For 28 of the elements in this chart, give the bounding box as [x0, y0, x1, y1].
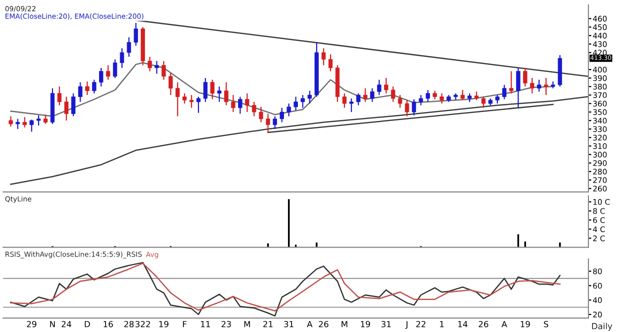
x-tick-label: 26	[318, 320, 328, 328]
x-tick-label: N	[50, 321, 55, 328]
x-tick-label: 11	[201, 321, 210, 328]
x-tick-label: 322	[136, 320, 150, 328]
x-tick-label: 24	[62, 320, 72, 328]
x-tick-label: 29	[26, 320, 36, 328]
x-tick-label: 19	[520, 320, 530, 328]
x-tick-label: 31	[381, 320, 391, 328]
x-tick-label: 22	[416, 320, 426, 328]
x-tick-label: 16	[104, 320, 113, 328]
x-tick-label: 19	[159, 320, 168, 328]
x-tick-label: A	[306, 321, 312, 328]
x-tick-label: 1	[440, 321, 444, 328]
x-tick-label: J	[405, 321, 408, 329]
x-tick-label: 23	[222, 320, 231, 328]
x-tick-label: M	[342, 321, 348, 328]
x-tick-label: M	[244, 321, 250, 328]
x-tick-label: 31	[284, 320, 294, 328]
x-tick-label: F	[182, 321, 186, 328]
x-tick-label: A	[502, 321, 508, 328]
x-tick-label: 19	[360, 320, 370, 328]
x-tick-label: S	[544, 320, 548, 328]
x-tick-label: 14	[458, 321, 468, 328]
x-tick-label: 26	[478, 320, 488, 328]
x-tick-label: 21	[263, 320, 273, 328]
text: Daily	[592, 322, 612, 331]
x-tick-label: D	[84, 321, 90, 328]
x-tick-label: 28	[124, 320, 134, 328]
